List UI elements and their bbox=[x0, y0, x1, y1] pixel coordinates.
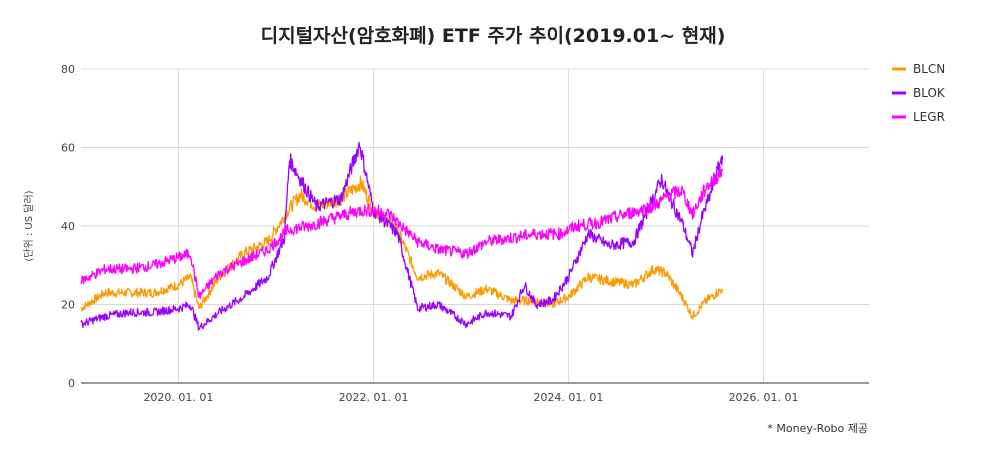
y-tick-label: 0 bbox=[68, 377, 75, 390]
legend-label-legr: LEGR bbox=[913, 110, 945, 124]
legend-label-blok: BLOK bbox=[913, 86, 946, 100]
grid-lines bbox=[81, 68, 869, 383]
y-tick-labels: 0 20 40 60 80 bbox=[61, 63, 75, 390]
x-tick-label: 2022. 01. 01 bbox=[339, 391, 409, 404]
y-tick-label: 20 bbox=[61, 299, 75, 312]
x-tick-label: 2024. 01. 01 bbox=[533, 391, 603, 404]
legend-label-blcn: BLCN bbox=[913, 62, 945, 76]
x-tick-label: 2026. 01. 01 bbox=[729, 391, 799, 404]
series-line-legr bbox=[80, 165, 724, 300]
y-axis-label: (단위 : US 달러) bbox=[22, 190, 35, 261]
y-tick-label: 80 bbox=[61, 63, 75, 76]
series-line-blcn bbox=[80, 175, 724, 320]
x-tick-labels: 2020. 01. 01 2022. 01. 01 2024. 01. 01 2026… bbox=[143, 391, 798, 404]
series-lines bbox=[80, 141, 724, 331]
source-note: * Money-Robo 제공 bbox=[767, 422, 868, 435]
legend: BLCN BLOK LEGR bbox=[892, 62, 946, 124]
series-line-blok bbox=[80, 141, 724, 331]
y-tick-label: 60 bbox=[61, 142, 75, 155]
y-tick-label: 40 bbox=[61, 220, 75, 233]
x-tick-label: 2020. 01. 01 bbox=[143, 391, 213, 404]
chart-title: 디지털자산(암호화폐) ETF 주가 추이(2019.01~ 현재) bbox=[261, 25, 726, 47]
